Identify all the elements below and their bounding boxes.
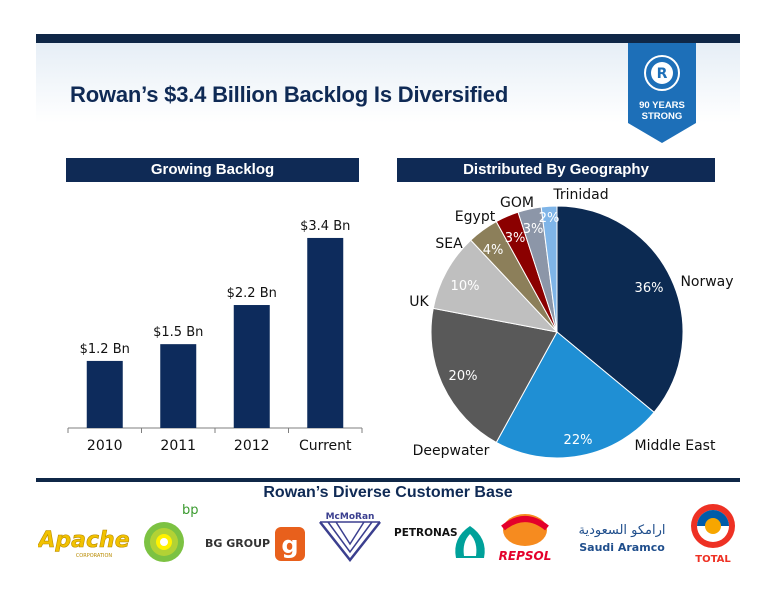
pie-category-label: Deepwater — [413, 443, 490, 459]
badge-line-1: 90 YEARS — [639, 100, 685, 111]
total-logo: TOTAL — [684, 500, 742, 566]
badge-shape: R — [628, 43, 696, 143]
pie-category-label: GOM — [500, 195, 534, 211]
customers-title: Rowan’s Diverse Customer Base — [263, 484, 513, 501]
repsol-logo-text: REPSOL — [499, 549, 552, 563]
apache-logo-sub: CORPORATION — [76, 553, 113, 559]
pie-pct-label: 4% — [483, 243, 504, 258]
svg-text:g: g — [281, 531, 298, 559]
repsol-logo: REPSOL — [494, 510, 556, 564]
pie-pct-label: 20% — [449, 369, 478, 384]
anniversary-badge: R 90 YEARS STRONG — [628, 43, 696, 143]
pie-pct-label: 10% — [451, 279, 480, 294]
bp-logo: bp — [140, 500, 200, 570]
bar-data-label: $3.4 Bn — [300, 219, 350, 234]
bar-2011 — [160, 344, 197, 428]
top-bar — [36, 34, 740, 43]
mcmoran-logo-text: McMoRan — [326, 512, 375, 522]
bar-data-label: $2.2 Bn — [227, 286, 277, 301]
pie-pct-label: 22% — [564, 433, 593, 448]
geography-pie-chart: 36% Norway 22% Middle East 20% Deepwater 10% UK… — [409, 187, 733, 459]
pie-slice-trinidad — [540, 205, 558, 333]
total-logo-text: TOTAL — [695, 554, 731, 565]
bar-category-label: 2010 — [87, 438, 123, 454]
pie-pct-label: 2% — [539, 211, 560, 226]
pie-category-label: Norway — [680, 274, 733, 290]
pie-category-label: UK — [409, 294, 429, 310]
pie-pct-label: 3% — [523, 222, 544, 237]
pie-category-label: SEA — [435, 236, 463, 252]
mcmoran-logo: McMoRan — [316, 508, 384, 563]
apache-logo-text: Apache — [38, 528, 130, 553]
pie-pct-label: 3% — [505, 231, 526, 246]
pie-chart-title: Distributed By Geography — [397, 158, 715, 182]
bar-current — [307, 237, 344, 428]
bg-group-logo: BG GROUP g — [205, 525, 315, 565]
bar-2012 — [233, 305, 270, 428]
bar-data-label: $1.5 Bn — [153, 325, 203, 340]
pie-category-label: Trinidad — [552, 187, 608, 203]
pie-slice-middle-east — [495, 331, 655, 459]
rowan-emblem-icon — [644, 55, 680, 91]
bg-group-logo-text: BG GROUP — [205, 537, 270, 550]
page-title: Rowan’s $3.4 Billion Backlog Is Diversif… — [70, 82, 509, 107]
bar-2010 — [86, 360, 123, 428]
pie-category-label: Middle East — [635, 438, 716, 454]
bar-category-label: 2011 — [160, 438, 196, 454]
header-background — [36, 43, 740, 123]
saudi-aramco-logo-text: Saudi Aramco — [579, 541, 665, 554]
badge-emblem-letter: R — [657, 66, 668, 82]
petronas-logo: PETRONAS — [394, 518, 488, 562]
backlog-bar-chart: $1.2 Bn 2010 $1.5 Bn 2011 $2.2 Bn 2012 $3.4 Bn… — [67, 219, 363, 454]
petronas-logo-text: PETRONAS — [394, 527, 458, 539]
bar-chart-title: Growing Backlog — [66, 158, 359, 182]
section-divider — [36, 478, 740, 482]
pie-slice-norway — [556, 205, 684, 414]
bar-data-label: $1.2 Bn — [80, 342, 130, 357]
pie-slice-deepwater — [430, 307, 558, 444]
pie-slice-uk — [432, 239, 559, 333]
badge-line-2: STRONG — [641, 111, 683, 122]
bar-category-label: 2012 — [234, 438, 270, 454]
pie-category-label: Egypt — [455, 209, 496, 225]
bar-category-label: Current — [299, 438, 352, 454]
pie-pct-label: 36% — [635, 281, 664, 296]
apache-logo: Apache CORPORATION — [36, 520, 130, 560]
saudi-aramco-arabic-text: ارامكو السعودية — [578, 523, 665, 538]
saudi-aramco-logo: ارامكو السعودية Saudi Aramco — [570, 518, 674, 562]
bp-logo-text: bp — [182, 503, 199, 518]
